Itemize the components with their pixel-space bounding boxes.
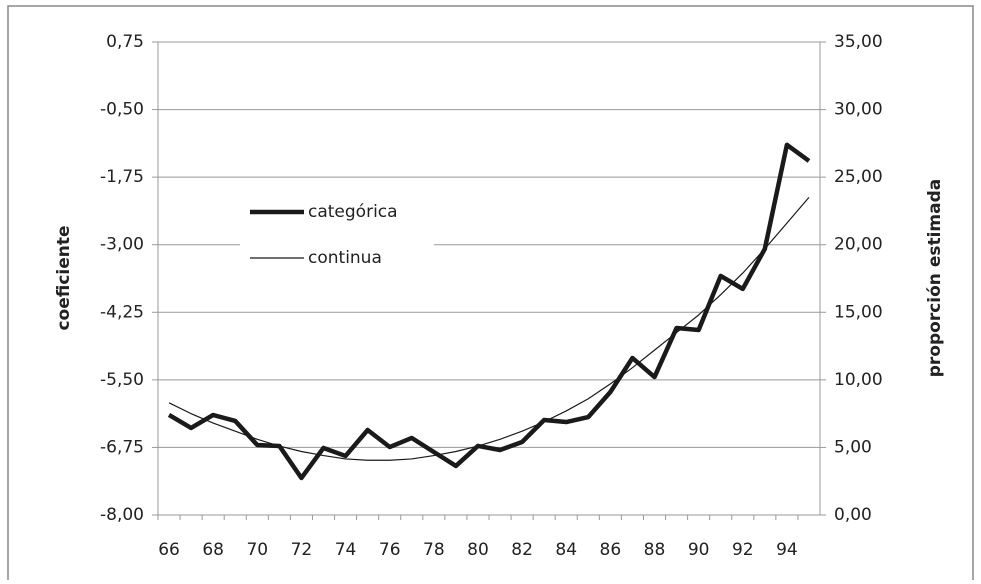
x-tick-label: 88 <box>644 540 666 560</box>
y-tick-label: -1,75 <box>100 167 144 187</box>
y2-axis-label: proporción estimada <box>925 179 945 378</box>
y-tick-label: -8,00 <box>100 505 144 525</box>
x-tick-label: 86 <box>600 540 622 560</box>
y-tick-label: -3,00 <box>100 235 144 255</box>
y2-tick-label: 10,00 <box>834 370 883 390</box>
x-tick-label: 74 <box>335 540 357 560</box>
x-tick-label: 78 <box>423 540 445 560</box>
y2-tick-label: 30,00 <box>834 100 883 120</box>
series-line <box>167 142 811 481</box>
x-tick-label: 76 <box>379 540 401 560</box>
x-tick-label: 80 <box>467 540 489 560</box>
x-tick-label: 68 <box>202 540 224 560</box>
x-tick-label: 72 <box>291 540 313 560</box>
x-tick-label: 90 <box>688 540 710 560</box>
y-axis-label: coeficiente <box>54 225 74 330</box>
y2-tick-label: 15,00 <box>834 302 883 322</box>
x-tick-label: 66 <box>158 540 180 560</box>
y-tick-label: -6,75 <box>100 437 144 457</box>
x-tick-label: 84 <box>555 540 577 560</box>
x-tick-label: 92 <box>732 540 754 560</box>
y2-tick-label: 25,00 <box>834 167 883 187</box>
y2-tick-label: 20,00 <box>834 235 883 255</box>
y2-tick-label: 0,00 <box>834 505 872 525</box>
y-tick-label: -4,25 <box>100 302 144 322</box>
x-tick-label: 82 <box>511 540 533 560</box>
x-tick-label: 70 <box>246 540 268 560</box>
y2-tick-label: 35,00 <box>834 32 883 52</box>
legend-box <box>240 190 434 280</box>
y2-tick-label: 5,00 <box>834 437 872 457</box>
frame <box>7 5 974 584</box>
x-tick-label: 94 <box>776 540 798 560</box>
y-tick-label: 0,75 <box>106 32 144 52</box>
y-tick-label: -0,50 <box>100 100 144 120</box>
legend-label: categórica <box>308 202 398 222</box>
legend-label: continua <box>308 248 382 268</box>
y-tick-label: -5,50 <box>100 370 144 390</box>
series-line <box>168 197 810 461</box>
